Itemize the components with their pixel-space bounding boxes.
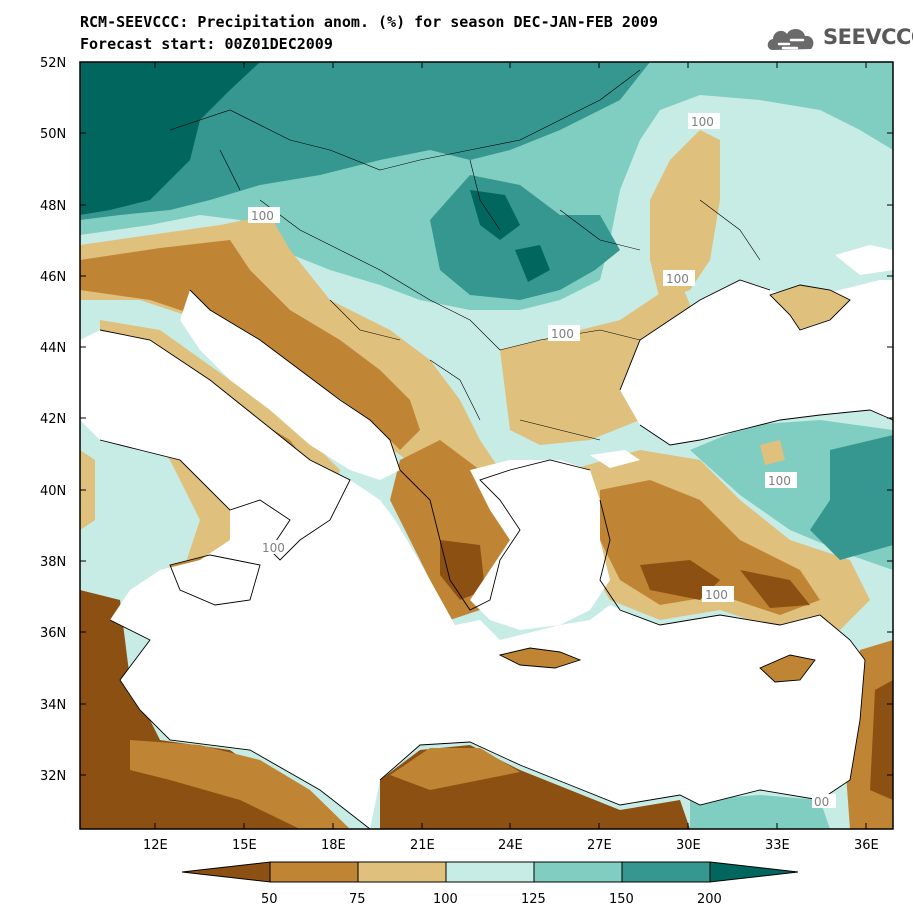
- legend-label: 150: [609, 892, 634, 907]
- lon-label: 18E: [321, 838, 346, 853]
- legend-swatch: [269, 861, 359, 883]
- coast-africa: [109, 619, 866, 829]
- lat-axis: [80, 61, 893, 776]
- lat-label: 44N: [40, 341, 66, 356]
- coastlines: [99, 69, 893, 829]
- legend-swatch: [181, 861, 271, 883]
- coast-anatolia: [599, 499, 866, 661]
- lon-label: 36E: [854, 838, 879, 853]
- lon-labels: 12E 15E 18E 21E 24E 27E 30E 33E 36E: [143, 838, 879, 853]
- sea-marmara: [590, 450, 640, 468]
- contour-label: 100: [551, 327, 574, 341]
- contour-label: 100: [262, 541, 285, 555]
- field-extreme-wet: [80, 62, 260, 215]
- field-wet-delta: [690, 795, 830, 829]
- sea-aegean: [470, 460, 610, 630]
- field-very-dry-anatolia-2: [740, 570, 810, 608]
- lon-label: 21E: [410, 838, 435, 853]
- sea-mediterranean: [80, 330, 865, 829]
- map-title: RCM-SEEVCCC: Precipitation anom. (%) for…: [80, 13, 658, 31]
- legend-label: 100: [433, 892, 458, 907]
- legend-label: 75: [349, 892, 366, 907]
- coast-adriatic: [189, 289, 401, 471]
- lon-label: 33E: [765, 838, 790, 853]
- contour-label: 00: [814, 795, 829, 809]
- field-extreme-wet-3: [515, 245, 550, 282]
- lat-label: 38N: [40, 555, 66, 570]
- coast-crimea: [769, 284, 851, 331]
- map-frame: [79, 61, 894, 830]
- coast-cyprus: [759, 654, 816, 683]
- lon-label: 24E: [498, 838, 523, 853]
- coast-black-sea: [619, 279, 893, 446]
- legend-swatch: [445, 861, 535, 883]
- island-cyprus: [760, 655, 815, 682]
- field-very-wet-north: [80, 62, 650, 220]
- lat-label: 46N: [40, 270, 66, 285]
- legend-label: 200: [697, 892, 722, 907]
- lat-label: 40N: [40, 484, 66, 499]
- legend-colorbar: [181, 861, 799, 883]
- island-crete: [500, 648, 580, 668]
- legend-swatch: [709, 861, 799, 883]
- legend-swatch: [621, 861, 711, 883]
- contour-label: 100: [251, 209, 274, 223]
- legend-swatch: [533, 861, 623, 883]
- legend-label: 125: [521, 892, 546, 907]
- sea-azov: [835, 245, 893, 275]
- field-very-dry-anatolia: [640, 560, 720, 600]
- country-borders: [169, 69, 761, 441]
- field-dry-cyrenaica-coast: [390, 748, 520, 790]
- legend-labels: 50 75 100 125 150 200: [261, 892, 722, 907]
- lat-label: 34N: [40, 698, 66, 713]
- lat-label: 48N: [40, 199, 66, 214]
- legend-swatch: [357, 861, 447, 883]
- lat-label: 36N: [40, 626, 66, 641]
- field-extreme-wet-2: [470, 190, 520, 240]
- cloud-icon: [767, 28, 814, 50]
- field-very-dry-levant: [870, 680, 893, 800]
- contour-label: 100: [705, 588, 728, 602]
- lat-label: 50N: [40, 127, 66, 142]
- coast-italy: [99, 329, 351, 561]
- field-very-wet-anatolia: [810, 435, 893, 560]
- coast-greece: [399, 459, 591, 611]
- lat-label: 32N: [40, 769, 66, 784]
- contour-label: 100: [666, 272, 689, 286]
- contour-labels: 100 100 100 100 100 100 100 00: [248, 113, 836, 809]
- lon-axis: [154, 62, 867, 829]
- map-field: [80, 62, 893, 829]
- field-slightly-dry-ukraine: [650, 130, 720, 300]
- island-sardinia-edge: [80, 450, 95, 530]
- lon-label: 15E: [232, 838, 257, 853]
- field-slightly-dry-anatolia-patch: [760, 440, 785, 465]
- coast-crete: [498, 647, 582, 669]
- lon-label: 27E: [587, 838, 612, 853]
- logo-text: SEEVCCC: [823, 25, 913, 49]
- legend-label: 50: [261, 892, 278, 907]
- lat-labels: 52N 50N 48N 46N 44N 42N 40N 38N 36N 34N …: [40, 56, 66, 784]
- sea-crimea-land: [770, 285, 850, 330]
- lon-label: 30E: [676, 838, 701, 853]
- lon-label: 12E: [143, 838, 168, 853]
- map-subtitle: Forecast start: 00Z01DEC2009: [80, 35, 333, 53]
- coast-sicily: [169, 554, 261, 606]
- field-very-dry-greece: [440, 540, 485, 600]
- lat-label: 42N: [40, 412, 66, 427]
- seevccc-logo: SEEVCCC: [765, 22, 913, 58]
- contour-label: 100: [691, 115, 714, 129]
- contour-label: 100: [768, 474, 791, 488]
- field-dry-dinarides: [80, 240, 420, 450]
- lat-label: 52N: [40, 56, 66, 71]
- sea-adriatic: [180, 290, 400, 480]
- field-dry-libya-coast: [130, 740, 350, 829]
